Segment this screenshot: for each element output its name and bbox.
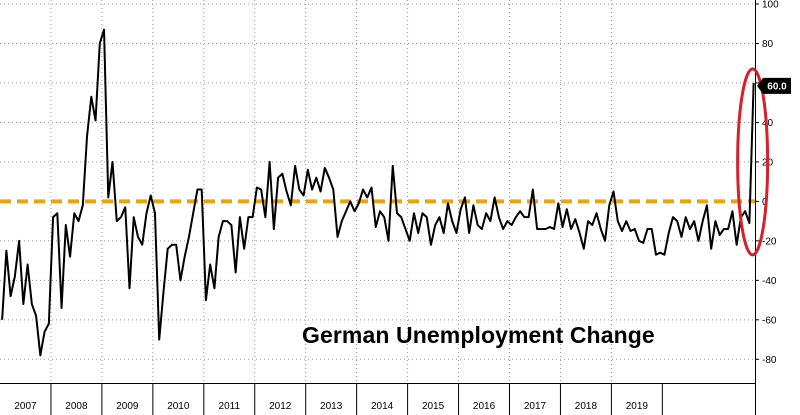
axes: [0, 0, 756, 415]
y-tick-label: -20: [762, 236, 777, 247]
x-tick-label: 2010: [167, 401, 190, 412]
x-tick-label: 2016: [473, 401, 496, 412]
highlight-ellipse: [736, 67, 770, 257]
last-value-tag: [757, 77, 791, 94]
x-tick-label: 2017: [524, 401, 547, 412]
x-tick-label: 2018: [575, 401, 598, 412]
x-tick-label: 2019: [626, 401, 649, 412]
x-tick-label: 2008: [65, 401, 88, 412]
y-tick-label: -80: [762, 355, 777, 366]
x-axis-ticks: 2007 2008 2009 2010 2011 2012 2013 2014 2015 2016…: [14, 383, 663, 415]
series-lines: [1, 28, 755, 357]
last-value-label: 60.0: [757, 77, 791, 94]
x-tick-label: 2013: [320, 401, 343, 412]
x-tick-label: 2015: [422, 401, 445, 412]
y-tick-label: 80: [762, 39, 774, 50]
y-tick-label: -40: [762, 276, 777, 287]
last-value-text: 60.0: [767, 81, 787, 92]
y-tick-label: -60: [762, 315, 777, 326]
x-tick-label: 2012: [269, 401, 292, 412]
x-tick-label: 2007: [14, 401, 37, 412]
highlight-annotation: [736, 67, 770, 257]
series-line: [1, 28, 755, 357]
x-tick-label: 2014: [371, 401, 394, 412]
chart-title: German Unemployment Change: [302, 322, 655, 348]
x-tick-label: 2011: [219, 401, 241, 412]
x-tick-label: 2009: [116, 401, 139, 412]
y-tick-label: 100: [762, 0, 779, 10]
